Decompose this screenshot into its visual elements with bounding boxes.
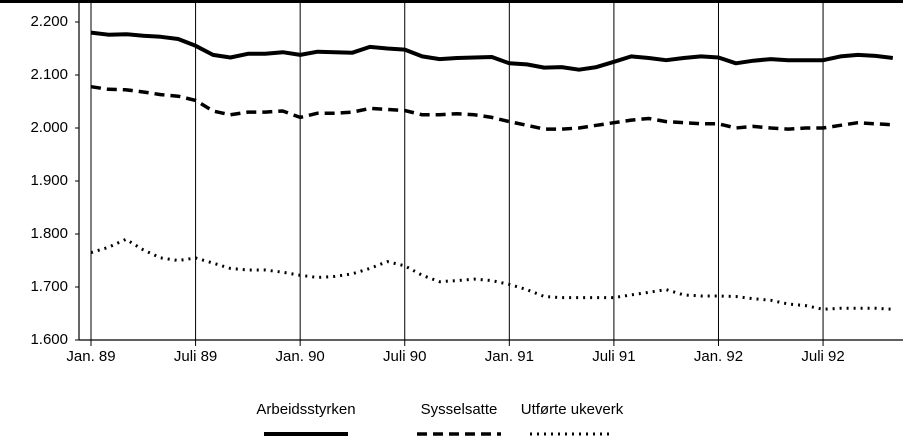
x-tick-label: Juli 89 (174, 348, 217, 365)
legend-label: Arbeidsstyrken (256, 401, 355, 418)
y-tick-label: 2.000 (30, 119, 68, 136)
x-tick-label: Jan. 91 (485, 348, 534, 365)
y-tick-label: 1.700 (30, 278, 68, 295)
series-line (90, 237, 893, 311)
top-border (0, 0, 903, 3)
series-line (90, 84, 893, 131)
y-tick-label: 1.900 (30, 172, 68, 189)
legend-label: Sysselsatte (421, 401, 498, 418)
series-line (90, 30, 894, 72)
x-tick-label: Juli 90 (383, 348, 426, 365)
y-tick-label: 2.200 (30, 13, 68, 30)
y-tick-label: 2.100 (30, 66, 68, 83)
x-tick-label: Jan. 89 (66, 348, 115, 365)
x-tick-label: Jan. 92 (694, 348, 743, 365)
x-tick-label: Juli 91 (592, 348, 635, 365)
x-tick-label: Jan. 90 (276, 348, 325, 365)
x-tick-label: Juli 92 (801, 348, 844, 365)
y-tick-label: 1.600 (30, 331, 68, 348)
legend-label: Utførte ukeverk (521, 401, 624, 418)
y-tick-label: 1.800 (30, 225, 68, 242)
